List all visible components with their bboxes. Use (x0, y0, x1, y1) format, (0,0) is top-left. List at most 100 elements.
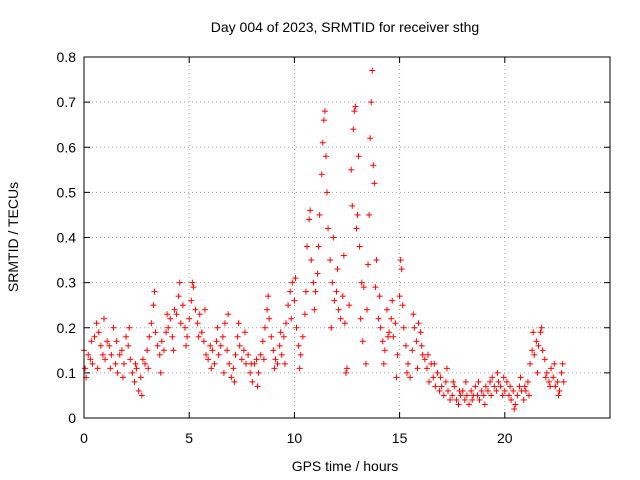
data-point (319, 139, 326, 146)
data-point (410, 311, 417, 318)
data-point (385, 333, 392, 340)
data-point (278, 351, 285, 358)
data-point (548, 365, 555, 372)
data-point (138, 392, 145, 399)
data-point (506, 392, 513, 399)
data-point (310, 279, 317, 286)
data-point (254, 383, 261, 390)
data-point (455, 401, 462, 408)
data-point (358, 279, 365, 286)
data-point (351, 108, 358, 115)
data-point (226, 360, 233, 367)
data-point (192, 306, 199, 313)
data-point (82, 365, 89, 372)
data-point (348, 166, 355, 173)
data-point (234, 333, 241, 340)
y-tick-label: 0.3 (57, 275, 77, 291)
data-point (293, 324, 300, 331)
data-point (362, 360, 369, 367)
data-point (535, 342, 542, 349)
data-point (163, 329, 170, 336)
data-point (133, 365, 140, 372)
data-point (113, 338, 120, 345)
data-point (388, 315, 395, 322)
data-point (415, 320, 422, 327)
data-point (137, 374, 144, 381)
data-point (304, 243, 311, 250)
data-point (530, 329, 537, 336)
y-tick-label: 0.2 (57, 320, 77, 336)
data-point (142, 360, 149, 367)
data-point (346, 302, 353, 309)
data-point (440, 392, 447, 399)
data-point (397, 257, 404, 264)
data-point (400, 324, 407, 331)
data-point (543, 369, 550, 376)
data-point (97, 342, 104, 349)
data-point (228, 374, 235, 381)
data-point (547, 383, 554, 390)
data-point (198, 329, 205, 336)
data-point (541, 356, 548, 363)
data-point (288, 315, 295, 322)
data-point (205, 356, 212, 363)
data-point (447, 396, 454, 403)
data-point (500, 374, 507, 381)
data-point (280, 333, 287, 340)
chart-title: Day 004 of 2023, SRMTID for receiver sth… (211, 19, 479, 35)
data-point (453, 396, 460, 403)
data-point (325, 225, 332, 232)
data-point (196, 311, 203, 318)
data-point (308, 257, 315, 264)
data-point (249, 378, 256, 385)
data-point (119, 374, 126, 381)
data-point (175, 293, 182, 300)
data-point (322, 153, 329, 160)
data-point (537, 329, 544, 336)
data-point (488, 392, 495, 399)
data-point (264, 306, 271, 313)
data-point (414, 365, 421, 372)
data-point (560, 378, 567, 385)
data-point (383, 306, 390, 313)
data-point (409, 347, 416, 354)
data-point (114, 369, 121, 376)
data-point (257, 351, 264, 358)
data-point (461, 396, 468, 403)
data-point (231, 378, 238, 385)
data-point (318, 171, 325, 178)
data-point (232, 351, 239, 358)
data-point (89, 360, 96, 367)
data-point (359, 338, 366, 345)
data-point (315, 243, 322, 250)
data-point (150, 302, 157, 309)
data-point (556, 387, 563, 394)
data-point (494, 369, 501, 376)
data-point (194, 320, 201, 327)
data-point (438, 383, 445, 390)
data-point (148, 320, 155, 327)
data-point (106, 342, 113, 349)
data-point (503, 378, 510, 385)
data-point (381, 347, 388, 354)
axis-ticks (83, 56, 610, 419)
data-point (186, 315, 193, 322)
y-tick-label: 0 (68, 410, 76, 426)
data-point (331, 297, 338, 304)
data-point (248, 360, 255, 367)
data-point (158, 338, 165, 345)
data-point (437, 374, 444, 381)
data-point (85, 351, 92, 358)
data-point (514, 392, 521, 399)
data-point (451, 383, 458, 390)
data-point (353, 225, 360, 232)
data-point (380, 360, 387, 367)
data-point (419, 351, 426, 358)
data-point (423, 365, 430, 372)
data-point (287, 288, 294, 295)
data-point (157, 369, 164, 376)
data-point (444, 387, 451, 394)
data-point (177, 320, 184, 327)
data-point (484, 387, 491, 394)
